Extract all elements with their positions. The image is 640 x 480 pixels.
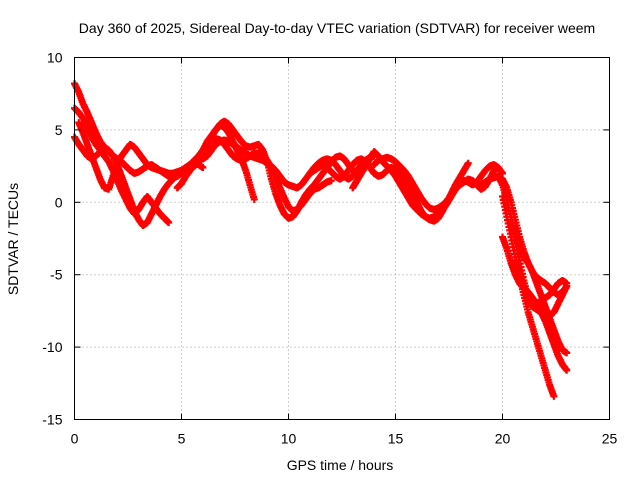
x-axis-label: GPS time / hours — [287, 457, 394, 473]
x-tick-label: 15 — [388, 431, 404, 447]
tick-labels: 0 5 10 15 20 25 -15 -10 -5 0 5 10 — [42, 50, 617, 447]
x-tick-label: 20 — [495, 431, 511, 447]
data-point — [563, 349, 571, 357]
series-s12 — [499, 193, 558, 400]
grid — [74, 57, 610, 420]
y-axis-label: SDTVAR / TECUs — [5, 183, 21, 295]
plot-frame — [74, 57, 610, 420]
y-tick-label: 5 — [55, 122, 63, 138]
y-tick-label: -15 — [42, 412, 62, 428]
x-tick-label: 0 — [71, 431, 79, 447]
data-point — [563, 279, 571, 287]
ticks — [74, 57, 610, 420]
x-tick-label: 5 — [178, 431, 186, 447]
data-point — [550, 392, 558, 400]
series-s9 — [370, 153, 502, 214]
y-tick-label: 0 — [55, 194, 63, 210]
series-s15 — [511, 256, 571, 311]
x-tick-label: 25 — [602, 431, 618, 447]
y-tick-label: -5 — [50, 267, 63, 283]
data-point — [250, 195, 258, 203]
x-tick-label: 10 — [281, 431, 297, 447]
data-point — [494, 164, 502, 172]
data-point — [199, 164, 207, 172]
plot-area — [71, 80, 571, 400]
data-point — [165, 219, 173, 227]
data-point — [327, 177, 335, 185]
y-tick-label: -10 — [42, 339, 62, 355]
data-point — [464, 159, 472, 167]
data-point — [563, 366, 571, 374]
chart-title: Day 360 of 2025, Sidereal Day-to-day VTE… — [79, 20, 595, 36]
y-tick-label: 10 — [47, 50, 63, 66]
